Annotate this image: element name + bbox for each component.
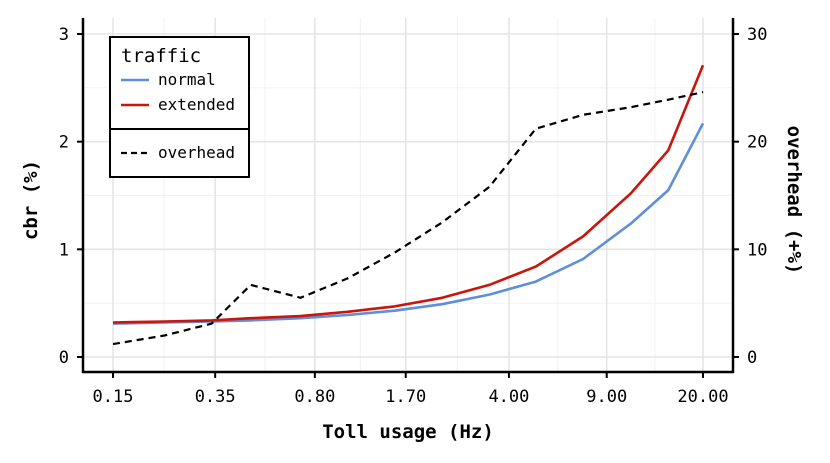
y2-tick-label: 30 bbox=[747, 25, 767, 45]
legend: traffic normal extended overhead bbox=[109, 36, 250, 178]
series-lines bbox=[112, 64, 705, 346]
y2-tick-label: 0 bbox=[747, 348, 757, 368]
series-line-overhead bbox=[112, 91, 704, 346]
y-tick-label: 1 bbox=[59, 240, 69, 260]
y-tick-label: 0 bbox=[59, 348, 69, 368]
legend-label-normal: normal bbox=[158, 70, 216, 89]
x-tick-label: 0.80 bbox=[294, 387, 335, 407]
legend-box-primary bbox=[109, 36, 250, 130]
y2-tick-label: 10 bbox=[747, 240, 767, 260]
y-tick-label: 2 bbox=[59, 133, 69, 153]
y2-tick-label: 20 bbox=[747, 133, 767, 153]
x-tick-label: 20.00 bbox=[677, 387, 728, 407]
x-tick-label: 4.00 bbox=[488, 387, 529, 407]
series-line-extended bbox=[112, 64, 705, 324]
x-tick-label: 0.35 bbox=[195, 387, 236, 407]
legend-title: traffic bbox=[121, 45, 201, 67]
legend-label-extended: extended bbox=[158, 95, 235, 114]
y-axis-title: cbr (%) bbox=[20, 160, 42, 240]
x-tick-label: 0.15 bbox=[93, 387, 134, 407]
x-tick-label: 9.00 bbox=[586, 387, 627, 407]
y-tick-label: 3 bbox=[59, 25, 69, 45]
legend-label-overhead: overhead bbox=[158, 143, 235, 162]
y2-axis-title: overhead (+%) bbox=[783, 126, 805, 275]
x-axis-title: Toll usage (Hz) bbox=[322, 421, 494, 443]
x-tick-label: 1.70 bbox=[385, 387, 426, 407]
